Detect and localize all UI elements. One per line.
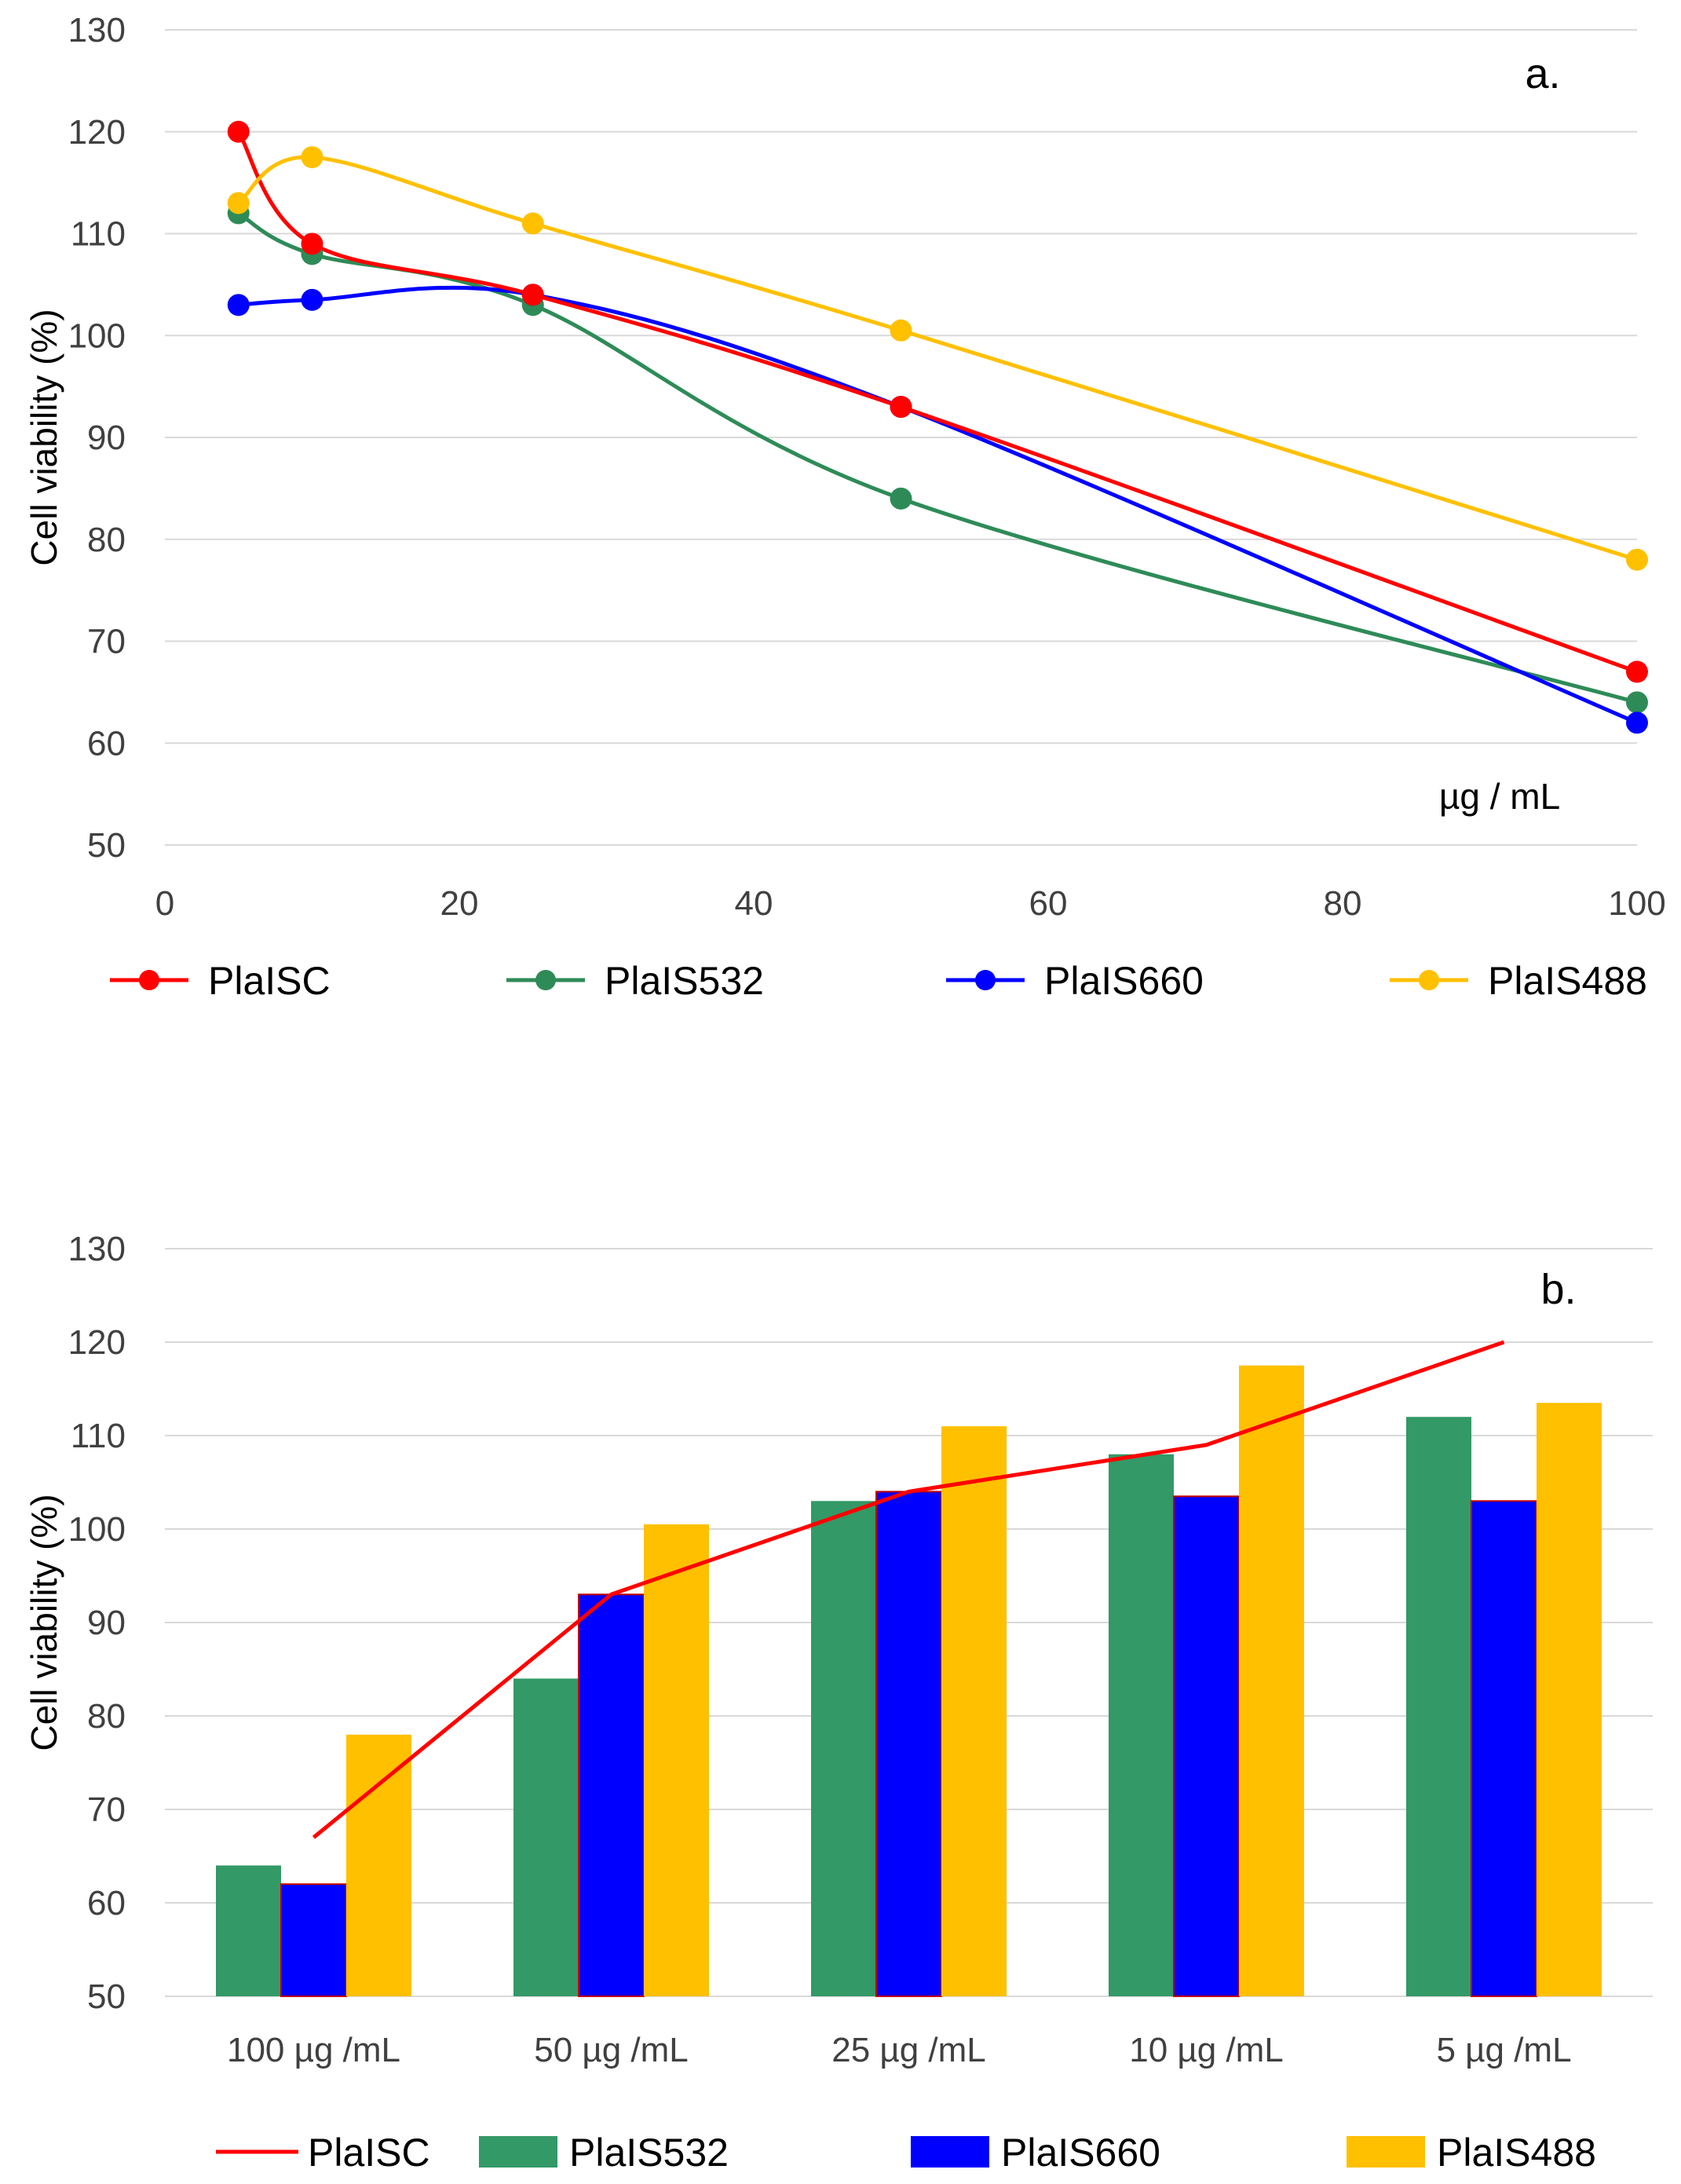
bar-PlaIS488 [1239,1365,1304,1996]
legend-marker-PlaIS660 [975,970,996,990]
legend-label-PlaIS660: PlaIS660 [1044,959,1204,1003]
y-tick-label: 60 [87,724,126,763]
y-tick-label: 70 [87,623,126,661]
y-tick-label: 100 [68,1510,126,1549]
y-tick-label: 100 [68,316,126,355]
x-tick-label: 0 [155,884,174,923]
bar-PlaIS532 [811,1501,876,1996]
y-tick-label: 70 [87,1791,126,1829]
bar-PlaIS532 [1109,1454,1174,1996]
category-label: 25 µg /mL [831,2031,986,2069]
y-tick-label: 130 [68,1230,126,1268]
legend-swatch-PlaIS660 [911,2136,989,2168]
legend-label-PlaIS660: PlaIS660 [1001,2131,1160,2175]
legend-marker-PlaISC [139,970,159,990]
y-tick-label: 80 [87,1697,126,1736]
legend-swatch-PlaIS532 [479,2136,557,2168]
x-tick-label: 40 [735,884,773,923]
y-axis-title: Cell viability (%) [24,1494,64,1750]
x-tick-label: 100 [1608,884,1665,923]
series-line-PlaIS532 [237,211,1638,704]
data-point-PlaISC [301,232,323,255]
x-tick-label: 80 [1324,884,1362,923]
data-point-PlaIS488 [227,192,250,214]
y-axis-title: Cell viability (%) [24,309,64,565]
data-point-PlaIS660 [1626,712,1648,734]
bar-PlaIS660 [1173,1495,1240,1997]
data-point-PlaIS660 [301,288,323,311]
legend-marker-PlaIS532 [535,970,556,990]
legend-label-PlaIS532: PlaIS532 [569,2131,729,2175]
bar-PlaIS532 [1406,1417,1471,1996]
x-tick-label: 60 [1029,884,1068,923]
data-point-PlaIS488 [301,146,323,169]
data-point-PlaIS488 [521,212,544,235]
y-tick-label: 120 [68,113,126,152]
category-label: 50 µg /mL [534,2031,689,2069]
bar-PlaIS532 [216,1865,281,1996]
data-point-PlaIS488 [1626,548,1648,571]
category-label: 100 µg /mL [227,2031,400,2069]
data-point-PlaISC [521,284,544,306]
bar-PlaIS660 [875,1491,942,1997]
y-tick-label: 120 [68,1323,126,1362]
legend-swatch-PlaIS488 [1347,2136,1425,2168]
y-tick-label: 110 [71,1417,126,1455]
y-tick-label: 80 [87,521,126,559]
legend-label-PlaIS488: PlaIS488 [1488,959,1647,1003]
bar-PlaIS660 [280,1883,347,1997]
bar-PlaIS488 [941,1426,1007,1996]
y-tick-label: 110 [71,215,126,254]
series-line-PlaISC [236,130,1638,674]
data-point-PlaISC [890,396,912,419]
category-label: 10 µg /mL [1129,2031,1284,2069]
legend-label-PlaISC: PlaISC [208,959,331,1003]
bar-PlaIS488 [346,1734,411,1996]
series-line-PlaIS660 [238,285,1638,725]
panel-label-b: b. [1540,1266,1576,1313]
legend-label-PlaIS488: PlaIS488 [1437,2131,1596,2175]
bar-PlaIS532 [513,1678,579,1996]
series-line-PlaIS488 [237,155,1638,562]
legend-label-PlaISC: PlaISC [308,2131,430,2175]
bar-PlaIS660 [578,1593,645,1998]
bar-PlaIS660 [1471,1500,1537,1998]
series-line-PlaISC [312,1340,1505,1839]
panel-label-a: a. [1525,50,1560,97]
y-tick-label: 130 [68,11,126,49]
panel-b-bar-chart: 50 60 70 80 90 100 110 120 130 100 µg /mL 50 µg /m… [24,1230,1653,2175]
y-tick-label: 90 [87,1604,126,1642]
category-label: 5 µg /mL [1436,2031,1571,2069]
data-point-PlaISC [227,120,250,143]
data-point-PlaIS532 [890,487,912,510]
x-tick-label: 20 [440,884,479,923]
bar-PlaIS488 [644,1524,709,1996]
data-point-PlaISC [1626,660,1648,683]
x-axis-unit-label: µg / mL [1439,776,1560,817]
data-point-PlaIS532 [1626,691,1648,714]
y-tick-label: 60 [87,1884,126,1922]
y-tick-label: 50 [87,1977,126,2016]
data-point-PlaIS660 [227,294,250,316]
y-tick-label: 90 [87,419,126,457]
legend-label-PlaIS532: PlaIS532 [605,959,764,1003]
y-tick-label: 50 [87,826,126,865]
bar-PlaIS488 [1537,1403,1602,1996]
legend-marker-PlaIS488 [1419,970,1439,990]
data-point-PlaIS488 [890,319,912,342]
